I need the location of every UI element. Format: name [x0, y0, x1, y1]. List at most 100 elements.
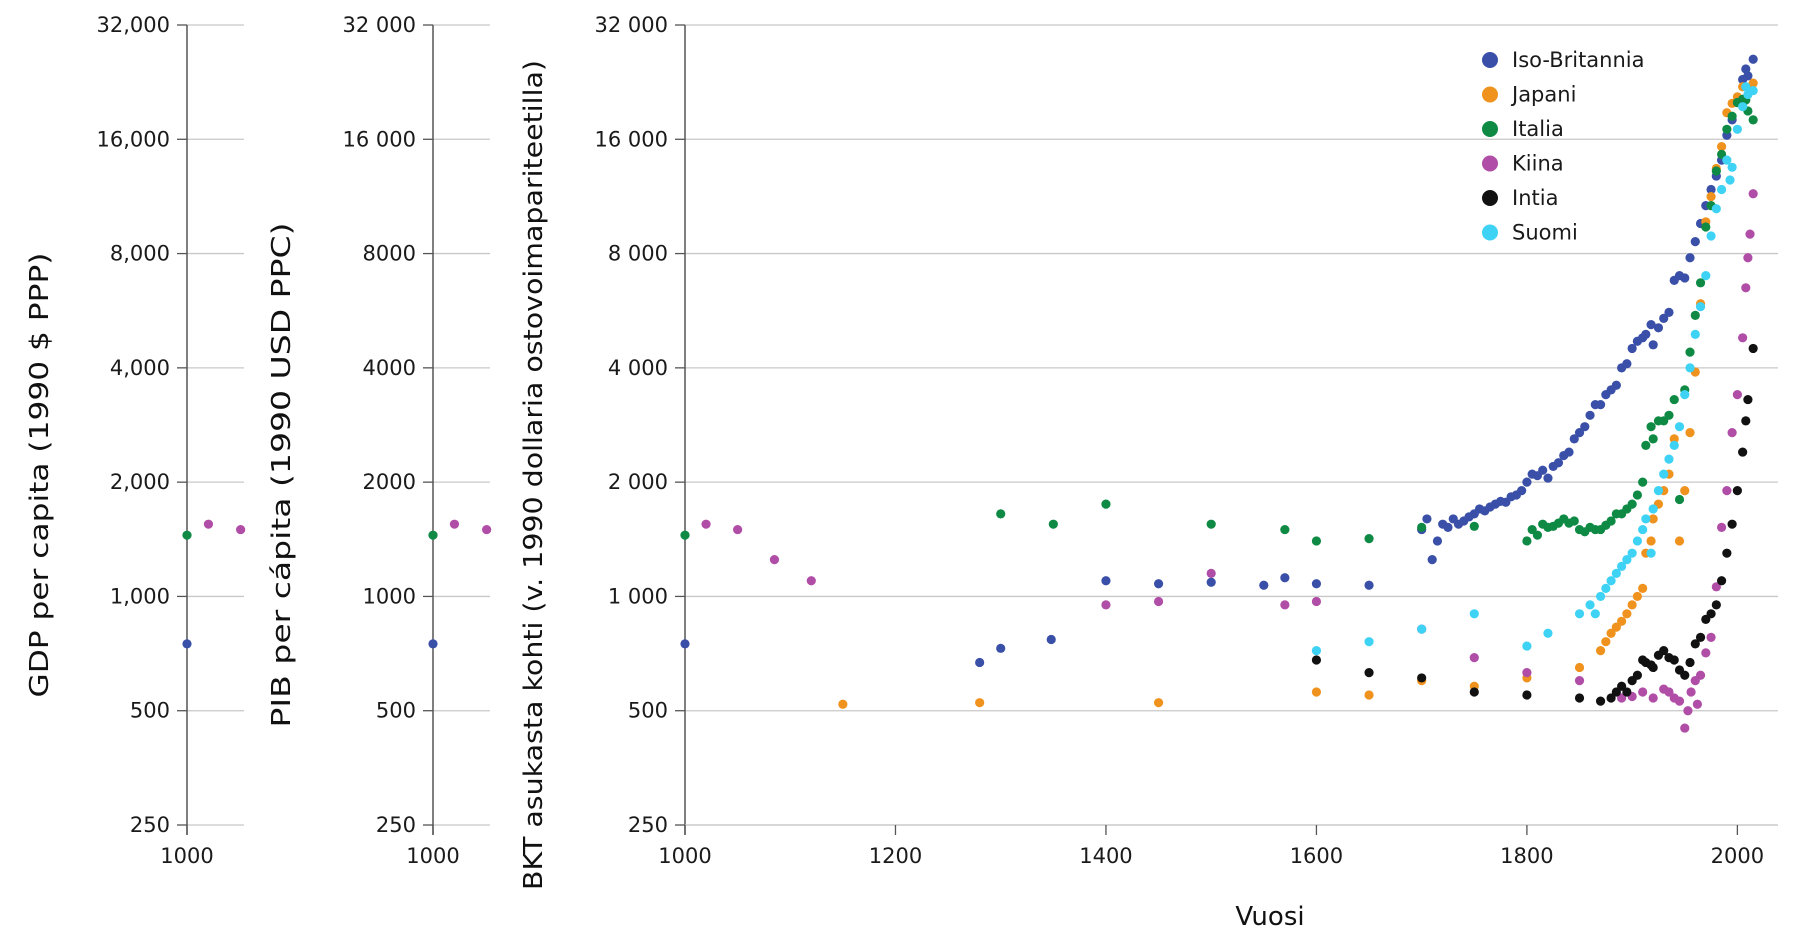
data-point [1745, 229, 1755, 239]
data-point [1622, 359, 1632, 369]
data-point [1690, 329, 1700, 339]
y-tick-label: 8 000 [608, 242, 668, 266]
data-point [1101, 600, 1111, 610]
data-point [1659, 469, 1669, 479]
data-point [1706, 184, 1716, 195]
data-point [1748, 343, 1758, 354]
data-point [1738, 102, 1748, 112]
data-point [1585, 600, 1595, 610]
y-tick-label: 8,000 [110, 242, 170, 266]
data-point [1646, 536, 1656, 546]
data-point [1606, 628, 1616, 638]
data-point [1543, 628, 1553, 638]
data-point [1469, 521, 1479, 531]
data-point [1153, 698, 1164, 708]
x-tick-label: 1400 [1079, 844, 1132, 868]
data-point [236, 524, 246, 535]
data-point [1574, 693, 1585, 703]
data-point [1648, 693, 1658, 703]
data-point [1543, 473, 1553, 483]
data-point [1685, 657, 1695, 668]
data-point [769, 555, 780, 565]
data-point [1427, 555, 1437, 565]
data-point [203, 519, 214, 529]
data-point [1606, 693, 1616, 703]
data-point [182, 530, 192, 540]
data-point [1748, 115, 1758, 125]
data-point [1595, 591, 1606, 602]
data-point [1206, 519, 1216, 529]
data-point [1711, 600, 1721, 610]
data-point [1727, 111, 1737, 121]
data-point [1364, 690, 1374, 700]
data-point [1648, 514, 1658, 524]
data-point [1669, 394, 1679, 405]
y-tick-label: 32 000 [343, 13, 416, 37]
y-tick-label: 32 000 [595, 13, 668, 37]
data-point [1153, 596, 1164, 607]
data-point [1638, 583, 1648, 593]
data-point [1732, 124, 1742, 134]
series-italia [680, 94, 1758, 546]
data-point [1722, 124, 1732, 134]
data-point [733, 524, 743, 535]
data-point [1627, 548, 1637, 558]
data-point [1538, 465, 1548, 475]
data-point [1646, 422, 1656, 432]
data-point [1648, 662, 1658, 673]
y-axis-title: PIB per cápita (1990 USD PPC) [267, 223, 297, 728]
data-point [1641, 514, 1651, 524]
data-point [1101, 499, 1111, 509]
data-point [1743, 253, 1753, 263]
data-point [182, 639, 192, 649]
data-point [1741, 82, 1751, 92]
data-point [1469, 609, 1479, 619]
y-tick-label: 1000 [363, 584, 416, 608]
data-point [1664, 307, 1674, 317]
data-point [1522, 641, 1532, 651]
data-point [1627, 600, 1637, 610]
data-point [1674, 494, 1685, 505]
series-italia [428, 530, 438, 540]
data-point [1522, 477, 1532, 487]
y-tick-label: 500 [628, 699, 668, 723]
y-tick-label: 250 [130, 813, 170, 837]
data-point [1364, 534, 1374, 544]
data-point [1680, 670, 1690, 680]
data-point [1664, 410, 1674, 420]
series-italia [182, 530, 192, 540]
data-point [1692, 699, 1702, 709]
data-point [1443, 522, 1453, 532]
data-point [1046, 634, 1056, 645]
y-tick-label: 16 000 [343, 127, 416, 151]
data-point [1648, 504, 1658, 514]
data-point [1590, 609, 1600, 619]
legend: Iso-Britannia Japani Italia Kiina Intia Suomi [1482, 48, 1645, 245]
data-point [996, 643, 1006, 653]
series-kiina [701, 189, 1758, 733]
data-point [1280, 524, 1290, 535]
data-point [1422, 514, 1432, 524]
data-point [1517, 486, 1527, 496]
legend-label: Suomi [1512, 221, 1578, 245]
data-point [1611, 380, 1621, 390]
data-point [1701, 222, 1711, 232]
data-point [1364, 637, 1374, 647]
data-point [975, 657, 985, 668]
data-point [1711, 204, 1721, 214]
data-point [806, 576, 816, 586]
data-point [1101, 576, 1111, 586]
data-point [449, 519, 460, 529]
data-point [1564, 447, 1574, 457]
data-point [1701, 648, 1711, 658]
data-point [1683, 706, 1693, 716]
data-point [1695, 301, 1706, 312]
data-point [1601, 583, 1611, 593]
data-point [701, 519, 711, 529]
data-point [1711, 166, 1721, 176]
data-point [1641, 329, 1651, 339]
series-japani [838, 78, 1758, 709]
data-point [1690, 639, 1700, 649]
data-point [1706, 632, 1716, 642]
data-point [1632, 670, 1643, 680]
